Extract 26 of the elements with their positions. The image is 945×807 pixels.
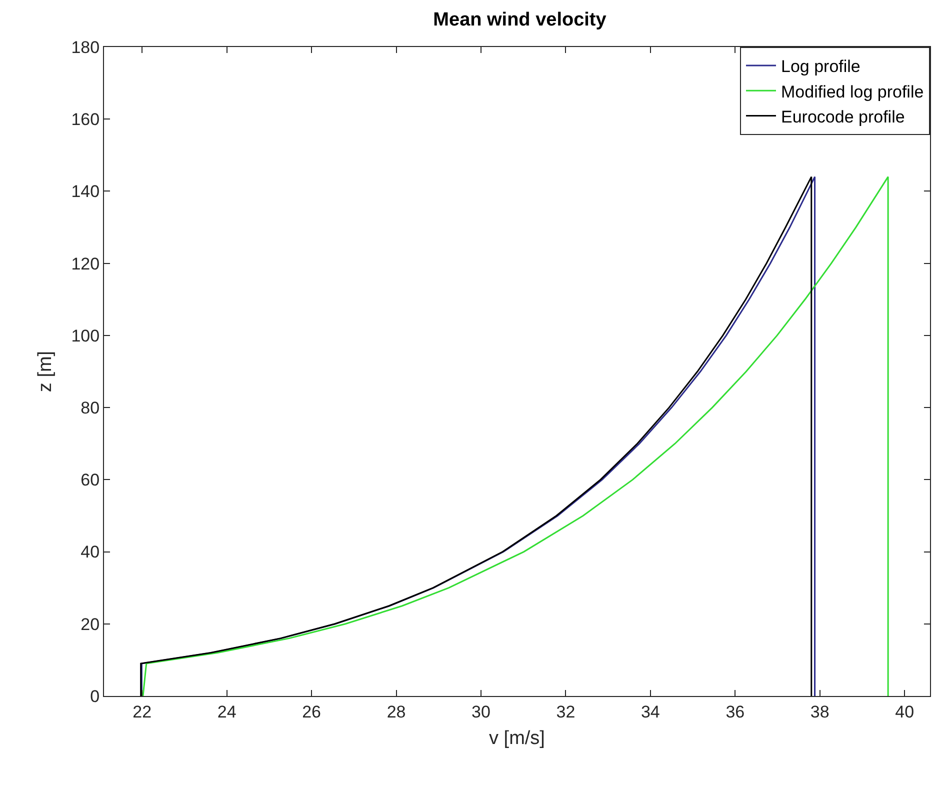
x-tick-label: 24 (217, 702, 236, 722)
x-tick-label: 30 (472, 702, 490, 722)
x-tick-label: 32 (556, 702, 576, 722)
x-tick-label: 34 (640, 702, 660, 722)
x-tick-label: 36 (726, 702, 745, 722)
y-tick-label: 120 (71, 254, 100, 274)
y-tick-label: 60 (80, 470, 100, 490)
x-tick-label: 26 (302, 702, 322, 722)
x-tick-label: 22 (132, 702, 152, 722)
y-tick-label: 80 (80, 398, 100, 418)
legend-label: Log profile (781, 57, 860, 76)
chart-title: Mean wind velocity (433, 9, 607, 30)
x-tick-label: 28 (386, 702, 406, 722)
y-tick-label: 180 (71, 38, 100, 57)
y-tick-label: 140 (71, 182, 100, 202)
y-tick-label: 20 (80, 614, 100, 634)
legend-label: Modified log profile (781, 82, 924, 102)
y-tick-label: 160 (71, 110, 100, 130)
y-axis-title: z [m] (35, 350, 56, 392)
y-tick-label: 40 (80, 542, 100, 562)
y-tick-label: 0 (90, 686, 100, 706)
x-axis-title: v [m/s] (489, 728, 545, 750)
legend-label: Eurocode profile (781, 107, 905, 126)
x-tick-label: 38 (810, 702, 830, 722)
y-tick-label: 100 (71, 326, 100, 346)
x-tick-label: 40 (895, 702, 914, 722)
